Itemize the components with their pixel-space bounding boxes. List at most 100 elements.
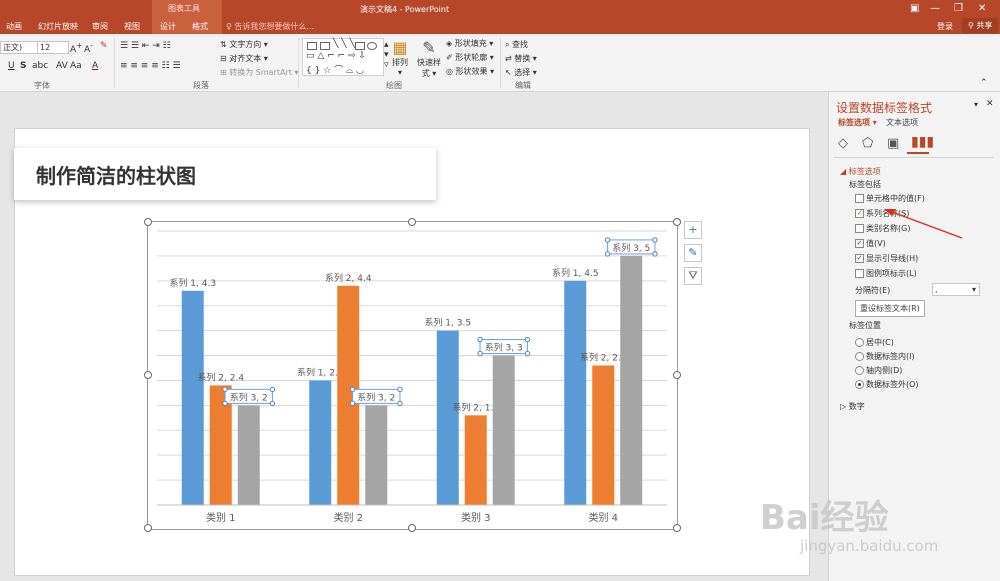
resize-handle[interactable] [673,524,681,532]
bar-3-1[interactable] [237,405,260,505]
tab-animations[interactable]: 动画 [6,22,22,31]
bar-1-1[interactable] [181,290,204,505]
checkbox-category-name[interactable] [855,224,864,233]
checkbox-leader-lines[interactable]: ✓ [855,254,864,263]
bar-3-2[interactable] [365,405,388,505]
chart-styles-brush-icon[interactable]: ✎ [684,244,702,262]
pane-close-icon[interactable]: ✕ [986,99,994,109]
chart-filter-icon[interactable]: ⛛ [684,267,702,285]
position-center[interactable]: 居中(C) [866,338,894,347]
tab-design[interactable]: 设计 [160,22,176,31]
clear-format-icon[interactable]: ✎ [100,41,108,51]
bullets-icon[interactable]: ☰ ☰ ⇤ ⇥ ☷ [120,41,171,51]
shape-row2-icons[interactable]: ▭ △ ⌐ ⌐ ⇨ ⇩ [306,51,366,61]
ribbon-display-icon[interactable]: ▣ [910,3,920,14]
textbox-shape-icon[interactable] [320,42,330,50]
tab-text-options[interactable]: 文本选项 [886,118,918,127]
smartart-button[interactable]: ⊞ 转换为 SmartArt ▾ [220,68,299,77]
select-button[interactable]: ↖ 选择 ▾ [505,68,537,77]
option-category-name[interactable]: 类别名称(G) [866,224,911,233]
shape-fill-button[interactable]: ◈ 形状填充 ▾ [446,39,494,48]
slide-title[interactable]: 制作简洁的柱状图 [36,164,196,188]
tell-me-box[interactable]: ♀ 告诉我您想要做什么... [226,21,314,32]
checkbox-cell-value[interactable] [855,194,864,203]
radio-outside-end[interactable] [855,380,864,389]
tab-label-options[interactable]: 标签选项 ▾ [838,118,877,127]
option-series-name[interactable]: 系列名称(S) [866,209,910,218]
position-inside-base[interactable]: 轴内侧(D) [866,366,903,375]
rect-shape-icon[interactable] [355,42,365,50]
replace-button[interactable]: ⇄ 替换 ▾ [505,54,537,63]
resize-handle[interactable] [144,371,152,379]
font-color-icon[interactable]: A [92,61,99,71]
share-button[interactable]: ⚲ 共享 [962,18,999,33]
pane-menu-chevron-icon[interactable]: ▾ [974,100,979,109]
title-box[interactable] [14,148,436,200]
option-cell-value[interactable]: 单元格中的值(F) [866,194,925,203]
checkbox-value[interactable]: ✓ [855,239,864,248]
option-leader-lines[interactable]: 显示引导线(H) [866,254,919,263]
option-legend-key[interactable]: 图例项标示(L) [866,269,917,278]
char-spacing-icon[interactable]: abc [32,61,49,71]
grow-font-icon[interactable]: A+ [70,41,83,55]
tab-view[interactable]: 视图 [124,22,140,31]
bar-2-4[interactable] [592,365,615,505]
bar-1-3[interactable] [436,330,459,505]
align-icons[interactable]: ≡ ≡ ≡ ≡ ☷ ☰ [120,61,181,71]
resize-handle[interactable] [408,524,416,532]
size-properties-icon[interactable]: ▣ [887,136,900,151]
gallery-scroll-icon[interactable]: ▴ ▾ ▿ [384,40,389,70]
fill-line-icon[interactable]: ◇ [838,136,848,151]
shapes-gallery[interactable]: ╲ ╲ ╲ ▭ △ ⌐ ⌐ ⇨ ⇩ { } ☆ ⌒ ⌓ ◡ [302,38,384,76]
char-spacing2-icon[interactable]: AV [56,61,68,71]
radio-inside-base[interactable] [855,366,864,375]
oval-shape-icon[interactable] [367,42,377,50]
shape-row3-icons[interactable]: { } ☆ ⌒ ⌓ ◡ [306,66,364,76]
align-text-button[interactable]: ⊟ 对齐文本 ▾ [220,54,268,63]
section-number[interactable]: ▷ 数字 [840,402,865,411]
shape-outline-button[interactable]: ✐ 形状轮廓 ▾ [446,53,494,62]
bar-2-1[interactable] [209,385,232,505]
bar-2-2[interactable] [337,285,360,505]
restore-icon[interactable]: ❐ [954,3,963,14]
close-icon[interactable]: ✕ [978,3,987,14]
underline-icon[interactable]: U [8,61,15,71]
collapse-ribbon-icon[interactable]: ⌃ [980,78,988,88]
bar-2-3[interactable] [464,415,487,505]
font-name-box[interactable]: 正文) [0,41,38,54]
effects-pentagon-icon[interactable]: ⬠ [862,136,874,151]
minimize-icon[interactable]: — [930,3,940,14]
section-label-options[interactable]: ◢ 标签选项 [840,167,881,176]
bar-3-4[interactable] [620,255,643,505]
tab-review[interactable]: 审阅 [92,22,108,31]
separator-dropdown[interactable]: , ▾ [932,283,980,296]
tab-format[interactable]: 格式 [192,22,208,31]
position-outside-end[interactable]: 数据标签外(O) [866,380,919,389]
chart-elements-plus-icon[interactable]: + [684,221,702,239]
radio-center[interactable] [855,338,864,347]
bar-1-4[interactable] [564,280,587,505]
bar-1-2[interactable] [309,380,332,505]
text-direction-button[interactable]: ⇅ 文字方向 ▾ [220,40,268,49]
radio-inside-end[interactable] [855,352,864,361]
resize-handle[interactable] [673,371,681,379]
option-value[interactable]: 值(V) [866,239,886,248]
checkbox-series-name[interactable]: ✓ [855,209,864,218]
position-inside-end[interactable]: 数据标签内(I) [866,352,915,361]
change-case-icon[interactable]: Aa [70,61,82,71]
reset-label-text-button[interactable]: 重设标签文本(R) [855,300,925,317]
resize-handle[interactable] [144,524,152,532]
strikethrough-icon[interactable]: S [20,61,27,71]
login-link[interactable]: 登录 [937,22,953,31]
shrink-font-icon[interactable]: A- [84,41,93,55]
checkbox-legend-key[interactable] [855,269,864,278]
label-options-chart-icon[interactable]: ▮▮▮ [911,134,935,150]
resize-handle[interactable] [144,218,152,226]
line-shape-icon[interactable]: ╲ ╲ ╲ [333,39,355,49]
bar-chart[interactable]: 系列 1, 4.3 系列 2, 2.4 系列 3, 2 类别 1 系列 1, 2.5 系列… [147,221,676,528]
resize-handle[interactable] [673,218,681,226]
textbox-shape-icon[interactable] [307,42,317,50]
shape-effects-button[interactable]: ◎ 形状效果 ▾ [446,67,495,76]
font-size-box[interactable]: 12 [37,41,69,54]
bar-3-3[interactable] [492,355,515,505]
